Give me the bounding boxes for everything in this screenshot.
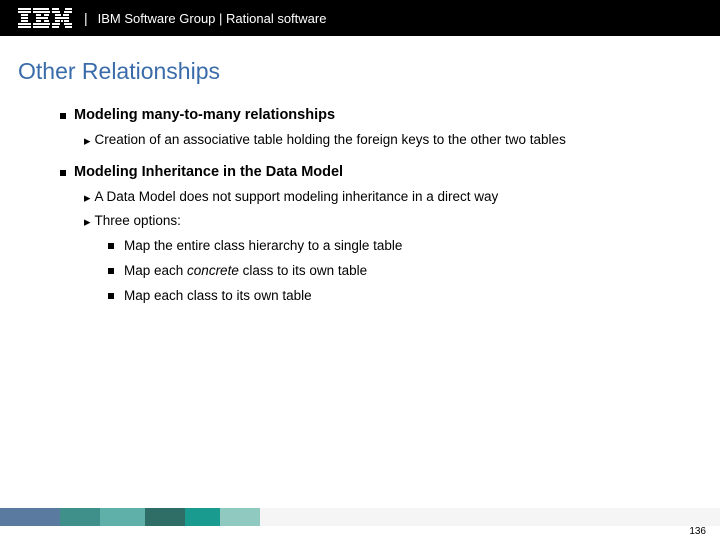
list-item-text: Creation of an associative table holding…: [95, 131, 566, 149]
section-m2m: Modeling many-to-many relationships ▸ Cr…: [60, 107, 660, 150]
square-bullet-icon: [108, 243, 114, 249]
list-sub-item-text: Map the entire class hierarchy to a sing…: [124, 237, 402, 255]
square-bullet-icon: [60, 113, 66, 119]
page-title: Other Relationships: [0, 36, 720, 85]
list-sub-item: Map each class to its own table: [108, 287, 660, 305]
list-sub-item: Map each concrete class to its own table: [108, 262, 660, 280]
ibm-logo: [18, 8, 72, 28]
band-segment: [220, 508, 260, 526]
footer: 136: [0, 508, 720, 540]
list-item: ▸ Three options:: [84, 212, 660, 231]
band-segment: [100, 508, 145, 526]
header-text: IBM Software Group | Rational software: [98, 11, 327, 26]
band-segment: [145, 508, 185, 526]
header-bar: | IBM Software Group | Rational software: [0, 0, 720, 36]
content-area: Modeling many-to-many relationships ▸ Cr…: [0, 85, 720, 305]
section-header-text: Modeling Inheritance in the Data Model: [74, 164, 343, 180]
square-bullet-icon: [60, 170, 66, 176]
list-item-text: Three options:: [95, 212, 181, 230]
list-sub-item: Map the entire class hierarchy to a sing…: [108, 237, 660, 255]
list-item-text: A Data Model does not support modeling i…: [95, 188, 499, 206]
list-item: ▸ Creation of an associative table holdi…: [84, 131, 660, 150]
list-item: ▸ A Data Model does not support modeling…: [84, 188, 660, 207]
section-header-text: Modeling many-to-many relationships: [74, 107, 335, 123]
arrow-bullet-icon: ▸: [84, 189, 91, 207]
arrow-bullet-icon: ▸: [84, 213, 91, 231]
header-divider: |: [84, 10, 88, 26]
section-inheritance: Modeling Inheritance in the Data Model ▸…: [60, 164, 660, 306]
band-segment: [185, 508, 220, 526]
square-bullet-icon: [108, 293, 114, 299]
page-number: 136: [689, 526, 706, 537]
list-sub-item-text: Map each class to its own table: [124, 287, 312, 305]
square-bullet-icon: [108, 268, 114, 274]
section-header: Modeling Inheritance in the Data Model: [60, 164, 660, 180]
footer-band: [0, 508, 720, 526]
list-sub-item-text: Map each concrete class to its own table: [124, 262, 367, 280]
arrow-bullet-icon: ▸: [84, 132, 91, 150]
section-header: Modeling many-to-many relationships: [60, 107, 660, 123]
band-segment: [260, 508, 720, 526]
band-segment: [60, 508, 100, 526]
band-segment: [0, 508, 60, 526]
